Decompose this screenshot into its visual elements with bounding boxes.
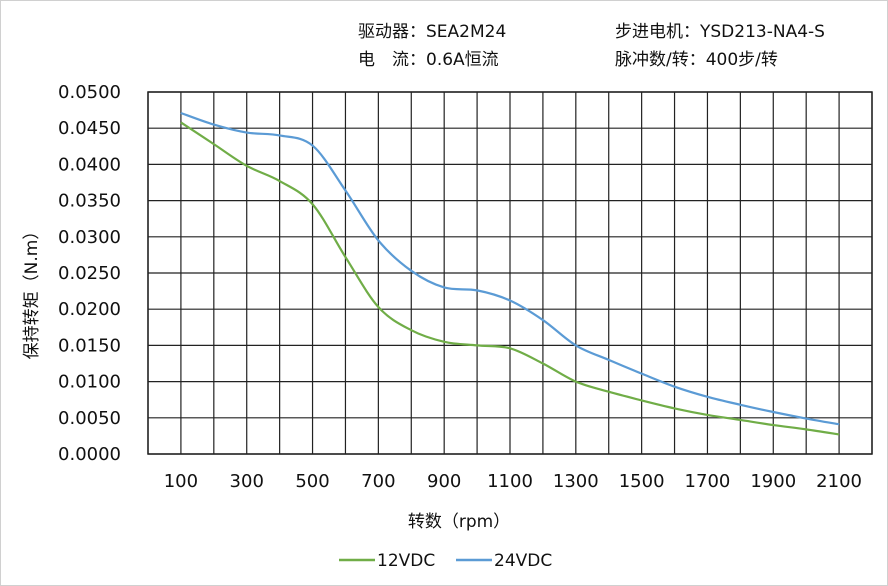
- series-line-24VDC: [180, 111, 840, 426]
- x-tick-label: 100: [164, 471, 198, 492]
- x-tick-label: 2100: [816, 471, 862, 492]
- y-tick-label: 0.0300: [58, 227, 121, 248]
- plot-border: [147, 91, 873, 455]
- y-tick-label: 0.0350: [58, 191, 121, 212]
- x-tick-label: 1500: [619, 471, 665, 492]
- y-tick-label: 0.0200: [58, 299, 121, 320]
- legend-label-24VDC: 24VDC: [494, 551, 552, 571]
- legend-label-12VDC: 12VDC: [377, 551, 435, 571]
- current-label: 电 流：0.6A恒流: [358, 50, 499, 70]
- y-tick-label: 0.0150: [58, 335, 121, 356]
- y-tick-label: 0.0400: [58, 154, 121, 175]
- x-tick-label: 1900: [750, 471, 796, 492]
- x-axis-label: 转数（rpm）: [408, 512, 510, 532]
- y-tick-label: 0.0050: [58, 408, 121, 429]
- y-axis-label: 保持转矩（N.m）: [22, 223, 42, 360]
- y-tick-label: 0.0500: [58, 82, 121, 103]
- x-tick-label: 1100: [487, 471, 533, 492]
- y-tick-label: 0.0250: [58, 263, 121, 284]
- motor-label: 步进电机：YSD213-NA4-S: [615, 22, 825, 42]
- driver-label: 驱动器：SEA2M24: [358, 22, 507, 42]
- y-tick-label: 0.0000: [58, 444, 121, 465]
- y-tick-label: 0.0450: [58, 118, 121, 139]
- x-tick-label: 1700: [685, 471, 731, 492]
- pulses-label: 脉冲数/转：400步/转: [615, 50, 778, 70]
- x-tick-label: 1300: [553, 471, 599, 492]
- x-tick-label: 700: [361, 471, 395, 492]
- x-tick-label: 900: [427, 471, 461, 492]
- y-tick-label: 0.0100: [58, 372, 121, 393]
- series-line-12VDC: [180, 121, 840, 436]
- x-tick-label: 500: [295, 471, 329, 492]
- x-tick-label: 300: [230, 471, 264, 492]
